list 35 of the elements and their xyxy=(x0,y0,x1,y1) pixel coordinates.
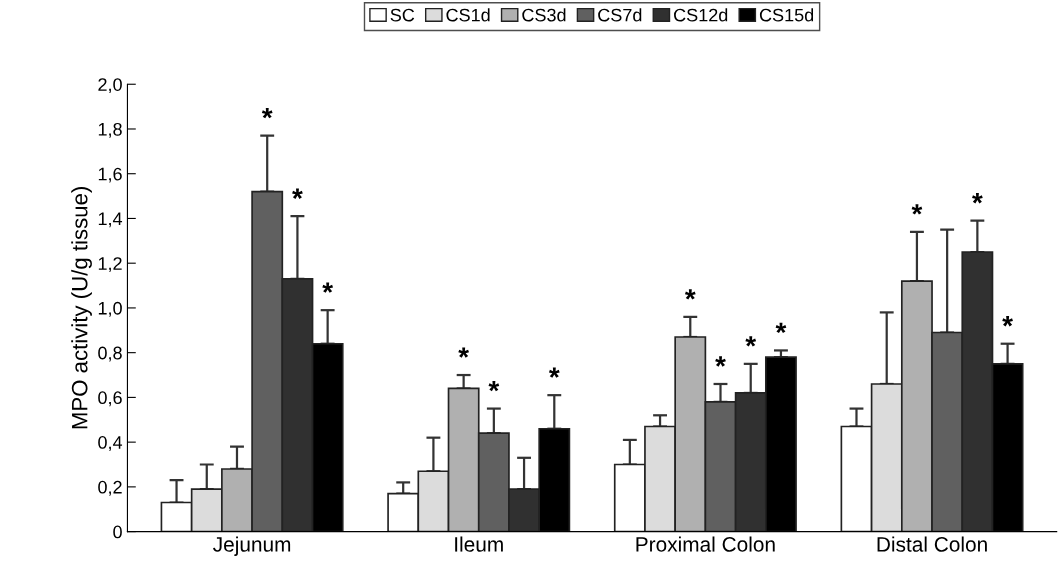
data-label: * xyxy=(488,380,500,392)
data-label: * xyxy=(775,322,787,334)
y-tick-label: 0,6 xyxy=(98,391,122,407)
data-label: * xyxy=(715,356,726,367)
y-tick-label: 0,4 xyxy=(98,436,123,451)
data-label: * xyxy=(458,347,470,358)
y-tick-label: 1,8 xyxy=(98,122,122,138)
y-tick-label: 0 xyxy=(113,525,122,539)
y-tick-label: 1,0 xyxy=(98,301,122,317)
legend-label: CS3d xyxy=(522,8,566,22)
legend-label: CS7d xyxy=(598,8,642,22)
data-label: * xyxy=(1002,316,1013,327)
legend-label: CS12d xyxy=(674,8,728,22)
data-label: * xyxy=(548,367,560,378)
data-label: * xyxy=(972,193,983,204)
data-label: * xyxy=(684,289,696,300)
data-label: * xyxy=(745,336,757,347)
y-tick-label: 1,4 xyxy=(98,212,123,228)
data-label: * xyxy=(911,204,923,215)
x-tick-label: Jejunum xyxy=(213,536,291,556)
legend-label: CS1d xyxy=(446,8,490,22)
y-tick-label: 0,8 xyxy=(98,346,122,362)
y-tick-label: 0,2 xyxy=(98,480,122,496)
data-label: * xyxy=(322,282,334,293)
legend-label: CS15d xyxy=(759,8,814,22)
y-tick-label: 2,0 xyxy=(98,78,122,94)
x-tick-label: Distal Colon xyxy=(877,536,987,552)
y-tick-label: 1,2 xyxy=(98,257,122,273)
legend-label: SC xyxy=(390,8,415,22)
y-axis-title: MPO activity (U/g tissue) xyxy=(71,187,92,429)
x-tick-label: Ileum xyxy=(455,536,503,552)
y-tick-label: 1,6 xyxy=(98,167,122,183)
x-tick-label: Proximal Colon xyxy=(636,536,775,552)
data-label: * xyxy=(292,188,303,199)
data-label: * xyxy=(261,108,273,119)
